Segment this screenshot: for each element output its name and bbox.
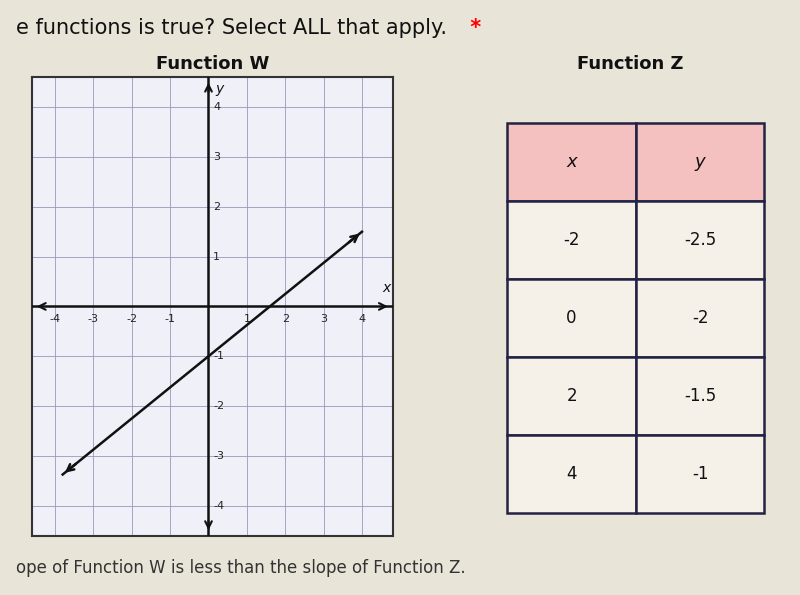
- Text: 3: 3: [320, 314, 327, 324]
- Text: 4: 4: [213, 102, 220, 112]
- Text: 3: 3: [213, 152, 220, 162]
- Text: -3: -3: [213, 451, 224, 461]
- Text: 1: 1: [243, 314, 250, 324]
- Text: 4: 4: [358, 314, 366, 324]
- Text: x: x: [382, 281, 390, 296]
- Text: y: y: [215, 82, 224, 96]
- Text: -1: -1: [213, 351, 224, 361]
- Text: 2: 2: [213, 202, 220, 212]
- Text: -3: -3: [88, 314, 99, 324]
- Title: Function Z: Function Z: [577, 55, 683, 73]
- Text: -2: -2: [126, 314, 138, 324]
- Text: e functions is true? Select ALL that apply.: e functions is true? Select ALL that app…: [16, 18, 447, 38]
- Text: 1: 1: [213, 252, 220, 262]
- Text: 2: 2: [282, 314, 289, 324]
- Text: -4: -4: [50, 314, 61, 324]
- Text: -2: -2: [213, 401, 224, 411]
- Text: *: *: [463, 18, 482, 38]
- Text: -1: -1: [165, 314, 176, 324]
- Text: ope of Function W is less than the slope of Function Z.: ope of Function W is less than the slope…: [16, 559, 466, 577]
- Text: -4: -4: [213, 500, 224, 511]
- Title: Function W: Function W: [156, 55, 269, 73]
